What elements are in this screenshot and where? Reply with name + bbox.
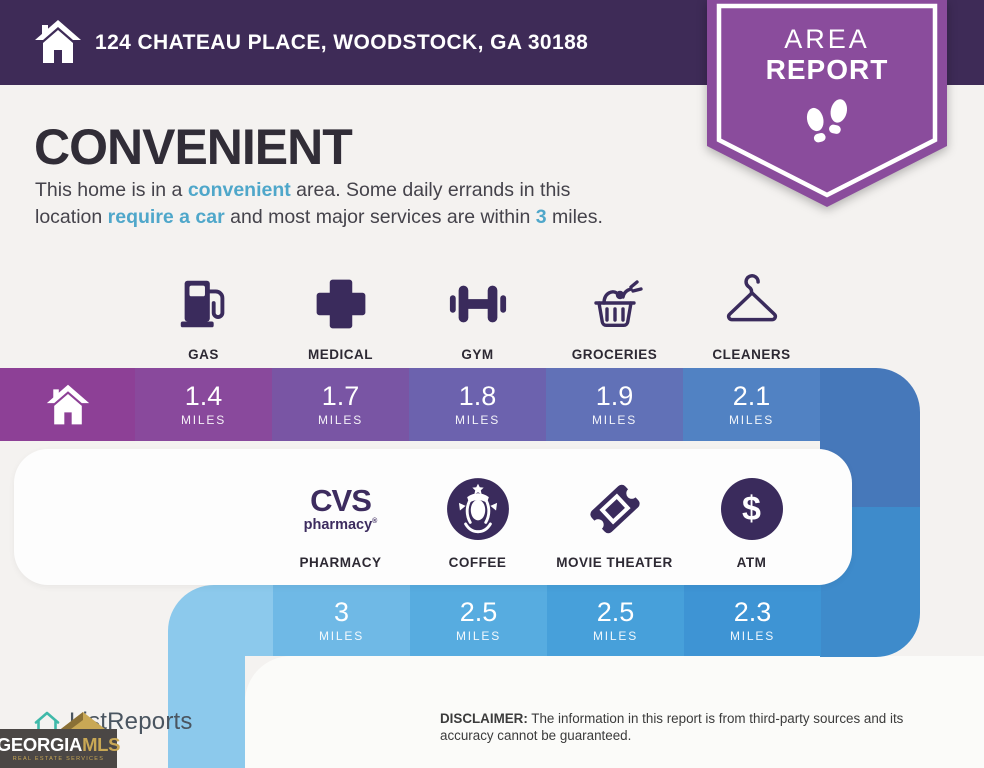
badge-line1: AREA	[784, 24, 870, 54]
distance-value: 1.8	[458, 381, 497, 411]
property-address: 124 CHATEAU PLACE, WOODSTOCK, GA 30188	[95, 30, 589, 54]
bar2-segment-coffee: 2.5 MILES	[410, 585, 547, 656]
amenity-label: ATM	[736, 555, 767, 570]
distance-value: 1.9	[595, 381, 634, 411]
page-title: CONVENIENT	[34, 119, 353, 175]
distance-value: 1.4	[184, 381, 223, 411]
amenity-movie-theater: MOVIE THEATER	[546, 467, 683, 585]
distance-unit: MILES	[728, 413, 774, 427]
home-icon	[46, 384, 89, 424]
bar1-segment-gym: 1.8 MILES	[409, 368, 546, 441]
lower-background	[245, 656, 984, 768]
dumbbell-icon	[445, 260, 511, 347]
amenity-atm: $ ATM	[683, 467, 820, 585]
grocery-basket-icon	[583, 260, 647, 347]
amenity-label: GROCERIES	[571, 347, 658, 362]
amenity-pharmacy: CVS pharmacy® PHARMACY	[272, 467, 409, 585]
medical-cross-icon	[311, 260, 371, 347]
movie-ticket-icon	[581, 467, 649, 551]
distance-unit: MILES	[592, 629, 638, 643]
intro-paragraph: This home is in a convenient area. Some …	[35, 179, 603, 228]
amenity-label: MEDICAL	[308, 347, 373, 362]
distance-value: 1.7	[321, 381, 360, 411]
cvs-pharmacy-logo: CVS pharmacy®	[304, 467, 378, 551]
distance-value: 2.5	[459, 597, 498, 627]
distance-value: 2.1	[732, 381, 771, 411]
hanger-icon	[719, 260, 785, 347]
distance-unit: MILES	[318, 629, 364, 643]
amenity-cleaners: CLEANERS	[683, 260, 820, 362]
bar1-home-segment	[0, 368, 135, 441]
amenity-label: PHARMACY	[299, 555, 382, 570]
bar1-segment-cleaners: 2.1 MILES	[683, 368, 820, 441]
amenity-coffee: COFFEE	[409, 467, 546, 585]
distance-unit: MILES	[455, 629, 501, 643]
bar2-segment-atm: 2.3 MILES	[684, 585, 821, 656]
footprints-icon	[797, 96, 857, 163]
distance-unit: MILES	[729, 629, 775, 643]
bar-connector-left	[168, 585, 274, 656]
starbucks-logo-icon	[445, 467, 511, 551]
distance-value: 2.5	[596, 597, 635, 627]
bar1-segment-groceries: 1.9 MILES	[546, 368, 683, 441]
gas-pump-icon	[173, 260, 235, 347]
bar1-segment-medical: 1.7 MILES	[272, 368, 409, 441]
distance-value: 3	[333, 597, 350, 627]
georgia-mls-logo: GEORGIAMLS REAL ESTATE SERVICES	[0, 710, 122, 768]
bar2-segment-movie-theater: 2.5 MILES	[547, 585, 684, 656]
area-report-badge: AREA REPORT	[705, 0, 949, 214]
amenity-gas: GAS	[135, 260, 272, 362]
badge-line2: REPORT	[765, 54, 889, 85]
disclaimer-text: DISCLAIMER: The information in this repo…	[440, 711, 904, 743]
distance-unit: MILES	[454, 413, 500, 427]
bar1-segment-gas: 1.4 MILES	[135, 368, 272, 441]
georgia-text: GEORGIA	[0, 734, 83, 755]
distance-unit: MILES	[180, 413, 226, 427]
distance-unit: MILES	[591, 413, 637, 427]
brands-card: CVS pharmacy® PHARMACY	[14, 449, 852, 585]
bar2-segment-pharmacy: 3 MILES	[273, 585, 410, 656]
amenity-label: GYM	[461, 347, 494, 362]
amenity-label: COFFEE	[448, 555, 507, 570]
georgia-mls-roof-icon	[57, 712, 109, 732]
amenity-label: MOVIE THEATER	[556, 555, 673, 570]
mls-text: MLS	[82, 734, 121, 755]
amenity-groceries: GROCERIES	[546, 260, 683, 362]
atm-dollar-icon: $	[720, 467, 783, 551]
gmls-tagline: REAL ESTATE SERVICES	[12, 756, 105, 762]
distance-value: 2.3	[733, 597, 772, 627]
cvs-wordmark: CVS	[310, 482, 372, 518]
distance-unit: MILES	[317, 413, 363, 427]
bar-connector-down-strip	[168, 638, 245, 768]
home-icon	[33, 17, 83, 72]
amenity-label: CLEANERS	[712, 347, 791, 362]
amenity-label: GAS	[188, 347, 219, 362]
amenity-medical: MEDICAL	[272, 260, 409, 362]
cvs-pharmacy-text: pharmacy®	[303, 516, 378, 533]
amenity-gym: GYM	[409, 260, 546, 362]
badge-ribbon-shape	[707, 0, 947, 207]
